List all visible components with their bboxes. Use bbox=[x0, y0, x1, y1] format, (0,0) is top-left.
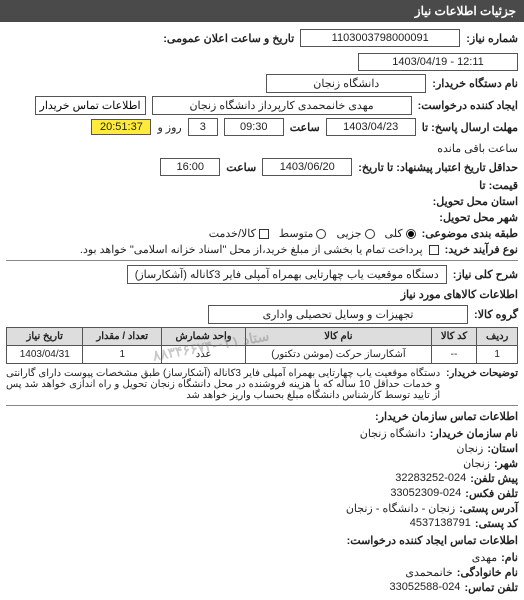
table-header: تاریخ نیاز bbox=[7, 328, 83, 346]
table-cell: 1 bbox=[83, 346, 162, 364]
desc-key-label: شرح کلی نیاز: bbox=[453, 268, 518, 281]
budget-radio-group: کلی جزیی متوسط کالا/خدمت bbox=[209, 227, 416, 240]
deadline-label: مهلت ارسال پاسخ: تا bbox=[422, 121, 518, 134]
fax-value: 33052309-024 bbox=[390, 487, 461, 500]
table-header: نام کالا bbox=[246, 328, 432, 346]
radio-mid[interactable] bbox=[316, 229, 326, 239]
table-cell: عدد bbox=[162, 346, 246, 364]
goods-table: ردیفکد کالانام کالاواحد شمارشتعداد / مقد… bbox=[6, 327, 518, 364]
budget-label: طبقه بندی موضوعی: bbox=[422, 227, 518, 240]
postcode-value: 4537138791 bbox=[410, 517, 471, 530]
validity-date: 1403/06/20 bbox=[262, 158, 352, 176]
radio-all-label: کلی bbox=[385, 227, 403, 240]
desc-key-value: دستگاه موقعیت یاب چهارتایی بهمراه آمپلی … bbox=[127, 265, 447, 284]
contact-buyer-button[interactable]: اطلاعات تماس خریدار bbox=[35, 96, 146, 115]
remaining-days-label: روز و bbox=[157, 121, 181, 134]
org-value: دانشگاه زنجان bbox=[360, 427, 426, 440]
province-value: زنجان bbox=[456, 442, 483, 455]
fax-label: تلفن فکس: bbox=[465, 487, 518, 500]
radio-partial-label: جزیی bbox=[336, 227, 361, 240]
remaining-time: 20:51:37 bbox=[91, 119, 151, 135]
deadline-time: 09:30 bbox=[224, 118, 284, 136]
contact-header: اطلاعات تماس سازمان خریدار: bbox=[6, 410, 518, 423]
buyer-desc-label: توضیحات خریدار: bbox=[446, 368, 518, 401]
validity-time: 16:00 bbox=[160, 158, 220, 176]
delivery-province-label: استان محل تحویل: bbox=[433, 195, 518, 208]
dept-name-label: نام دستگاه خریدار: bbox=[432, 77, 518, 90]
delivery-city-label: شهر محل تحویل: bbox=[439, 211, 518, 224]
org-label: نام سازمان خریدار: bbox=[430, 427, 518, 440]
city-value: زنجان bbox=[463, 457, 490, 470]
goods-header: اطلاعات کالاهای مورد نیاز bbox=[6, 288, 518, 301]
table-row: 1--آشکارساز حرکت (موشن دتکتور)عدد11403/0… bbox=[7, 346, 518, 364]
creator-label: ایجاد کننده درخواست: bbox=[418, 99, 518, 112]
validity-label: حداقل تاریخ اعتبار پیشنهاد: تا تاریخ: bbox=[358, 161, 518, 174]
phone-label: پیش تلفن: bbox=[470, 472, 518, 485]
process-checkbox[interactable] bbox=[429, 245, 439, 255]
group-value: تجهیزات و وسایل تحصیلی واداری bbox=[208, 305, 468, 324]
time-label-2: ساعت bbox=[226, 161, 256, 174]
creator-value: مهدی خانمحمدی کارپرداز دانشگاه زنجان bbox=[152, 96, 412, 115]
tel-label: تلفن تماس: bbox=[464, 581, 518, 594]
table-cell: 1403/04/31 bbox=[7, 346, 83, 364]
address-value: زنجان - دانشگاه - زنجان bbox=[346, 502, 455, 515]
table-header: تعداد / مقدار bbox=[83, 328, 162, 346]
province-label: استان: bbox=[487, 442, 518, 455]
process-text: پرداخت تمام یا بخشی از مبلغ خرید،از محل … bbox=[80, 243, 423, 256]
name-value: مهدی bbox=[472, 551, 497, 564]
table-cell: آشکارساز حرکت (موشن دتکتور) bbox=[246, 346, 432, 364]
address-label: آدرس پستی: bbox=[459, 502, 518, 515]
table-header: واحد شمارش bbox=[162, 328, 246, 346]
checkbox-item[interactable] bbox=[259, 229, 269, 239]
name-label: نام: bbox=[501, 551, 518, 564]
lname-value: خانمحمدی bbox=[405, 566, 452, 579]
phone-value: 32283252-024 bbox=[395, 472, 466, 485]
remaining-days: 3 bbox=[188, 118, 218, 136]
dept-name-value: دانشگاه زنجان bbox=[266, 74, 426, 93]
buyer-desc-text: دستگاه موقعیت یاب چهارتایی بهمراه آمپلی … bbox=[6, 368, 440, 401]
lname-label: نام خانوادگی: bbox=[457, 566, 518, 579]
deadline-date: 1403/04/23 bbox=[326, 118, 416, 136]
table-header: کد کالا bbox=[431, 328, 477, 346]
table-cell: -- bbox=[431, 346, 477, 364]
request-number-value: 1103003798000091 bbox=[300, 29, 460, 47]
announce-datetime-label: تاریخ و ساعت اعلان عمومی: bbox=[163, 32, 294, 45]
tel-value: 33052588-024 bbox=[389, 581, 460, 594]
process-label: نوع فرآیند خرید: bbox=[445, 243, 518, 256]
checkbox-item-label: کالا/خدمت bbox=[209, 227, 256, 240]
radio-all[interactable] bbox=[406, 229, 416, 239]
remaining-label: ساعت باقی مانده bbox=[437, 142, 518, 155]
price-label: قیمت: تا bbox=[479, 179, 518, 192]
radio-partial[interactable] bbox=[365, 229, 375, 239]
panel-header: جزئیات اطلاعات نیاز bbox=[0, 0, 524, 22]
group-label: گروه کالا: bbox=[474, 308, 518, 321]
creator-contact-header: اطلاعات تماس ایجاد کننده درخواست: bbox=[6, 534, 518, 547]
table-cell: 1 bbox=[477, 346, 518, 364]
postcode-label: کد پستی: bbox=[475, 517, 518, 530]
announce-datetime-value: 12:11 - 1403/04/19 bbox=[358, 53, 518, 71]
city-label: شهر: bbox=[494, 457, 518, 470]
radio-mid-label: متوسط bbox=[279, 227, 314, 240]
time-label-1: ساعت bbox=[290, 121, 320, 134]
request-number-label: شماره نیاز: bbox=[466, 32, 518, 45]
table-header: ردیف bbox=[477, 328, 518, 346]
